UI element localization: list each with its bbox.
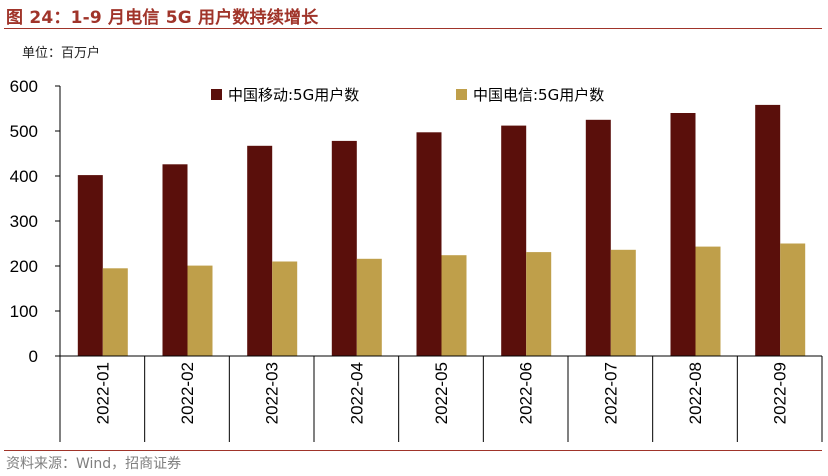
- x-tick-label: 2022-07: [601, 362, 620, 424]
- bar-series2-2022-07: [610, 249, 636, 356]
- y-tick-label: 200: [10, 257, 38, 276]
- bar-series1-2022-04: [331, 140, 357, 356]
- bar-series1-2022-03: [247, 145, 273, 356]
- bar-series2-2022-05: [441, 255, 467, 356]
- legend-swatch-1: [211, 89, 222, 100]
- bar-series1-2022-05: [416, 132, 442, 356]
- y-tick-label: 300: [10, 212, 38, 231]
- legend-swatch-2: [456, 89, 467, 100]
- legend: 中国移动:5G用户数 中国电信:5G用户数: [211, 86, 604, 104]
- bar-series2-2022-06: [526, 252, 552, 356]
- title-divider: [4, 28, 822, 29]
- bar-series2-2022-02: [187, 265, 213, 356]
- bar-series2-2022-08: [695, 246, 721, 356]
- legend-label-2: 中国电信:5G用户数: [473, 86, 604, 104]
- source-note: 资料来源：Wind，招商证券: [6, 456, 182, 472]
- x-tick-label: 2022-04: [347, 362, 366, 424]
- bar-series2-2022-09: [780, 243, 806, 356]
- footer-divider: [4, 450, 822, 451]
- bar-series1-2022-07: [585, 119, 611, 357]
- bars-group: [77, 104, 806, 357]
- bar-series1-2022-06: [501, 125, 527, 356]
- bar-series1-2022-02: [162, 164, 188, 356]
- axes-group: 0 100 200 300 400 500 600 2022-01 2022-02 2022-03…: [10, 77, 823, 442]
- x-tick-label: 2022-03: [263, 362, 282, 424]
- figure-title: 图 24：1-9 月电信 5G 用户数持续增长: [6, 8, 319, 28]
- x-tick-label: 2022-06: [517, 362, 536, 424]
- y-tick-label: 400: [10, 167, 38, 186]
- y-tick-label: 0: [29, 347, 38, 366]
- bar-series2-2022-03: [272, 261, 298, 356]
- x-tick-label: 2022-02: [178, 362, 197, 424]
- y-tick-label: 100: [10, 302, 38, 321]
- x-tick-label: 2022-08: [686, 362, 705, 424]
- bar-series1-2022-08: [670, 113, 696, 356]
- unit-label: 单位：百万户: [22, 46, 101, 61]
- y-tick-label: 500: [10, 122, 38, 141]
- bar-series1-2022-01: [77, 175, 103, 356]
- x-tick-label: 2022-09: [771, 362, 790, 424]
- x-tick-label: 2022-05: [432, 362, 451, 424]
- y-tick-label: 600: [10, 77, 38, 96]
- x-tick-label: 2022-01: [93, 362, 112, 424]
- legend-label-1: 中国移动:5G用户数: [228, 86, 359, 104]
- bar-series1-2022-09: [755, 104, 781, 357]
- bar-series2-2022-04: [356, 258, 382, 356]
- bar-series2-2022-01: [102, 268, 128, 357]
